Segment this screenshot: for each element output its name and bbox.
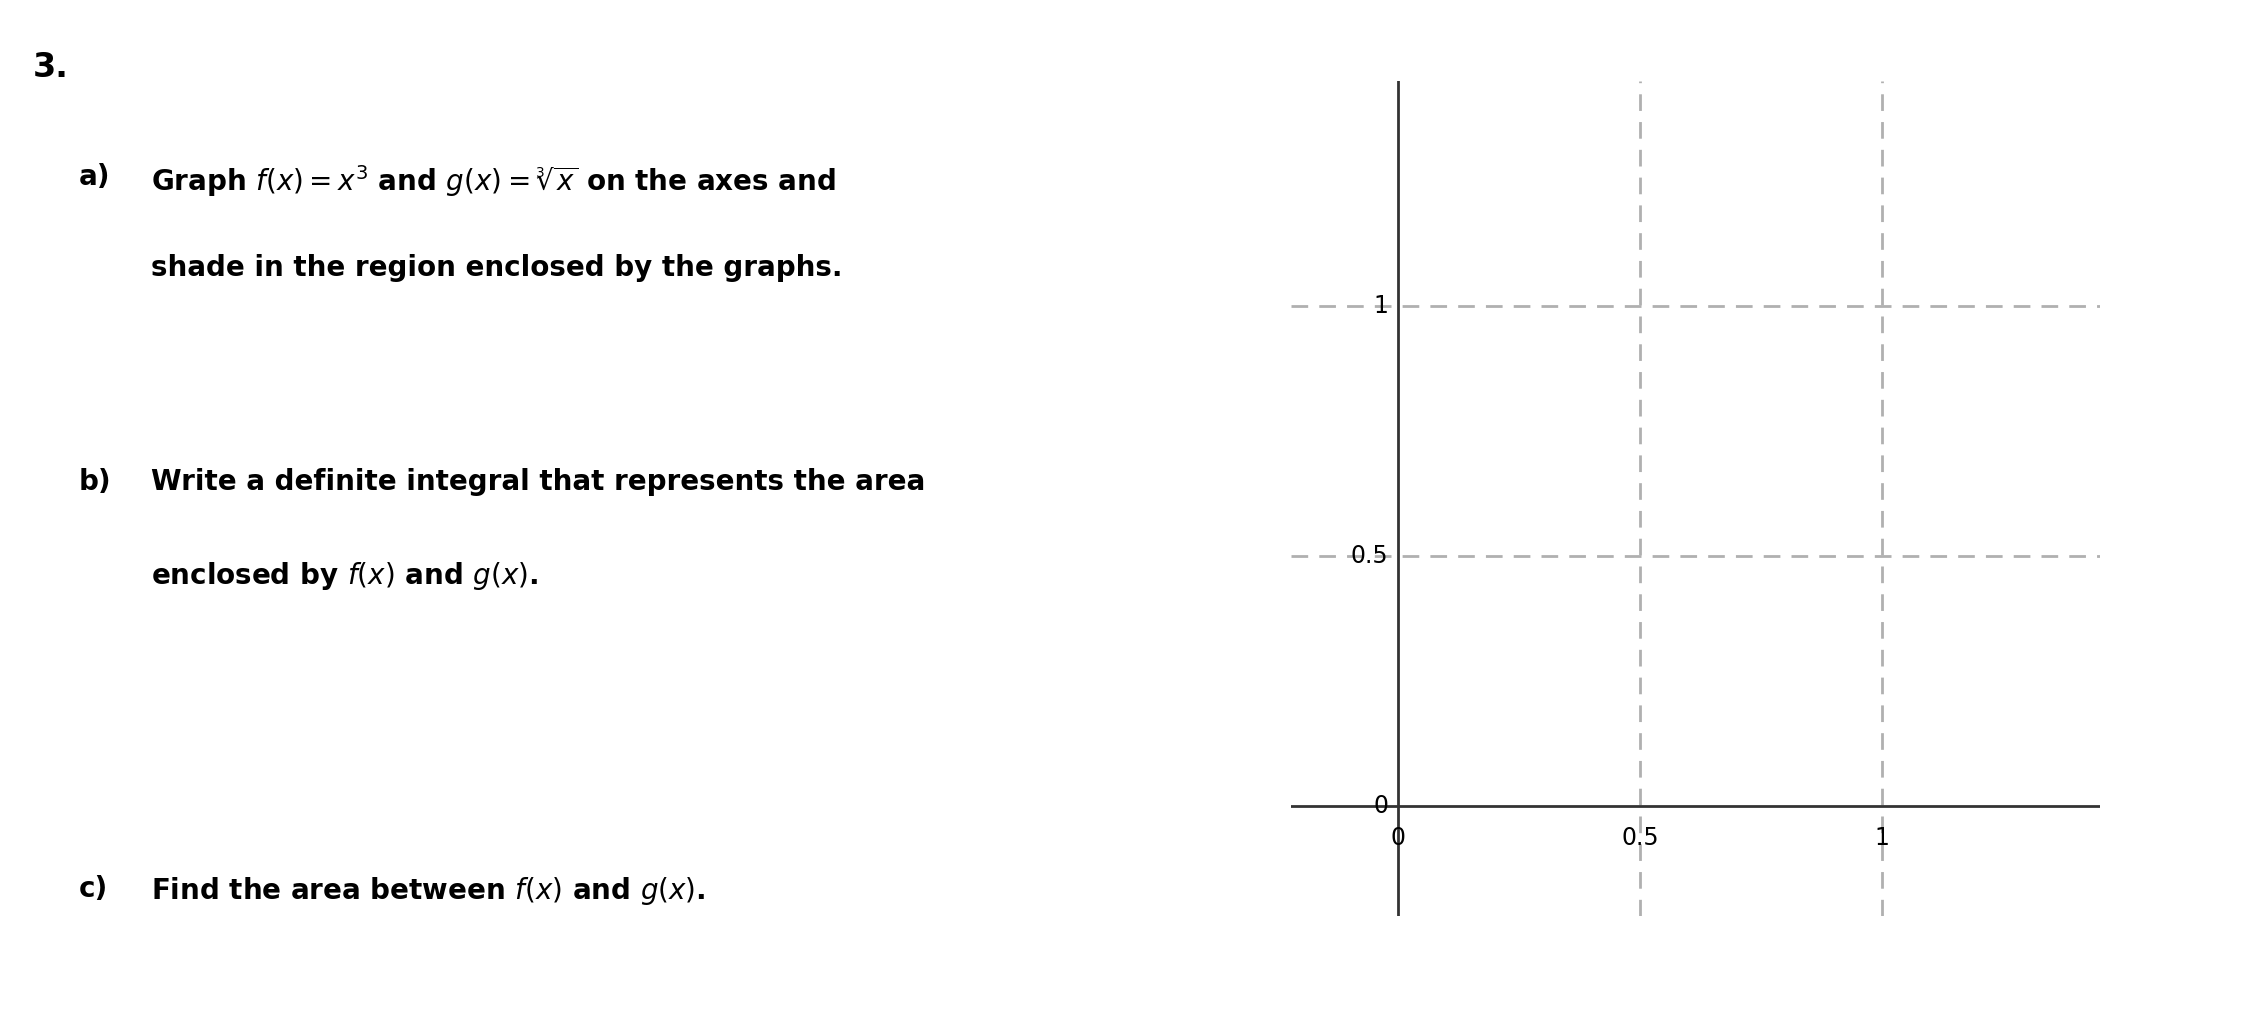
Text: c): c) bbox=[79, 875, 108, 904]
Text: 1: 1 bbox=[1875, 827, 1889, 850]
Text: 3.: 3. bbox=[34, 51, 70, 83]
Text: Find the area between $f(x)$ and $g(x)$.: Find the area between $f(x)$ and $g(x)$. bbox=[150, 875, 705, 907]
Text: 0: 0 bbox=[1390, 827, 1406, 850]
Text: shade in the region enclosed by the graphs.: shade in the region enclosed by the grap… bbox=[150, 254, 842, 283]
Text: 0.5: 0.5 bbox=[1622, 827, 1660, 850]
Text: enclosed by $f(x)$ and $g(x)$.: enclosed by $f(x)$ and $g(x)$. bbox=[150, 560, 539, 591]
Text: Graph $f(x) = x^3$ and $g(x) = \sqrt[3]{x}$ on the axes and: Graph $f(x) = x^3$ and $g(x) = \sqrt[3]{… bbox=[150, 163, 836, 199]
Text: Write a definite integral that represents the area: Write a definite integral that represent… bbox=[150, 468, 925, 497]
Text: 0: 0 bbox=[1372, 794, 1388, 818]
Text: 0.5: 0.5 bbox=[1350, 545, 1388, 568]
Text: 1: 1 bbox=[1372, 294, 1388, 319]
Text: b): b) bbox=[79, 468, 112, 497]
Text: a): a) bbox=[79, 163, 110, 191]
